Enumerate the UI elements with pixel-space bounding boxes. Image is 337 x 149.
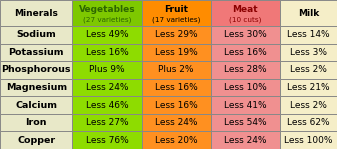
Text: (27 varieties): (27 varieties) <box>83 16 131 22</box>
Text: Less 16%: Less 16% <box>86 48 128 57</box>
Text: Less 16%: Less 16% <box>155 101 197 110</box>
Text: Less 27%: Less 27% <box>86 118 128 127</box>
Bar <box>0 114 72 131</box>
Bar <box>142 0 211 26</box>
Bar <box>0 79 72 96</box>
Text: Less 10%: Less 10% <box>224 83 267 92</box>
Text: Less 2%: Less 2% <box>290 101 327 110</box>
Text: Less 24%: Less 24% <box>224 136 267 145</box>
Bar <box>280 26 337 44</box>
Bar <box>0 61 72 79</box>
Text: Less 62%: Less 62% <box>287 118 330 127</box>
Text: Less 28%: Less 28% <box>224 65 267 74</box>
Text: Less 30%: Less 30% <box>224 30 267 39</box>
Bar <box>72 96 142 114</box>
Bar <box>142 26 211 44</box>
Text: Less 54%: Less 54% <box>224 118 267 127</box>
Text: Minerals: Minerals <box>14 8 58 18</box>
Text: Iron: Iron <box>26 118 47 127</box>
Bar <box>142 114 211 131</box>
Text: Less 46%: Less 46% <box>86 101 128 110</box>
Text: Less 2%: Less 2% <box>290 65 327 74</box>
Bar <box>280 0 337 26</box>
Text: Less 3%: Less 3% <box>290 48 327 57</box>
Text: Less 19%: Less 19% <box>155 48 197 57</box>
Text: Less 24%: Less 24% <box>86 83 128 92</box>
Bar <box>72 44 142 61</box>
Bar <box>280 114 337 131</box>
Text: Less 14%: Less 14% <box>287 30 330 39</box>
Text: Potassium: Potassium <box>8 48 64 57</box>
Bar <box>0 44 72 61</box>
Text: Vegetables: Vegetables <box>79 5 135 14</box>
Text: Less 29%: Less 29% <box>155 30 197 39</box>
Text: Milk: Milk <box>298 8 319 18</box>
Bar <box>211 79 280 96</box>
Text: Less 16%: Less 16% <box>155 83 197 92</box>
Text: Less 49%: Less 49% <box>86 30 128 39</box>
Text: Less 20%: Less 20% <box>155 136 197 145</box>
Bar <box>72 26 142 44</box>
Bar <box>72 0 142 26</box>
Text: (17 varieties): (17 varieties) <box>152 16 200 22</box>
Text: (10 cuts): (10 cuts) <box>229 16 262 22</box>
Bar <box>142 79 211 96</box>
Bar <box>142 96 211 114</box>
Bar <box>142 44 211 61</box>
Bar <box>0 131 72 149</box>
Bar <box>280 79 337 96</box>
Text: Calcium: Calcium <box>15 101 57 110</box>
Text: Fruit: Fruit <box>164 5 188 14</box>
Bar <box>280 96 337 114</box>
Bar <box>72 131 142 149</box>
Bar <box>211 61 280 79</box>
Bar <box>0 96 72 114</box>
Bar <box>280 131 337 149</box>
Bar <box>0 0 72 26</box>
Bar <box>211 44 280 61</box>
Text: Meat: Meat <box>232 5 258 14</box>
Text: Magnesium: Magnesium <box>6 83 67 92</box>
Bar <box>72 61 142 79</box>
Text: Less 24%: Less 24% <box>155 118 197 127</box>
Bar <box>72 114 142 131</box>
Bar <box>72 79 142 96</box>
Text: Less 76%: Less 76% <box>86 136 128 145</box>
Text: Plus 2%: Plus 2% <box>158 65 194 74</box>
Bar <box>211 114 280 131</box>
Bar <box>142 131 211 149</box>
Text: Sodium: Sodium <box>17 30 56 39</box>
Text: Less 16%: Less 16% <box>224 48 267 57</box>
Bar <box>0 26 72 44</box>
Bar <box>142 61 211 79</box>
Text: Less 41%: Less 41% <box>224 101 267 110</box>
Bar <box>211 26 280 44</box>
Text: Plus 9%: Plus 9% <box>89 65 125 74</box>
Text: Less 100%: Less 100% <box>284 136 333 145</box>
Text: Copper: Copper <box>17 136 55 145</box>
Text: Phosphorous: Phosphorous <box>1 65 71 74</box>
Bar <box>211 0 280 26</box>
Text: Less 21%: Less 21% <box>287 83 330 92</box>
Bar <box>280 61 337 79</box>
Bar <box>211 96 280 114</box>
Bar <box>280 44 337 61</box>
Bar <box>211 131 280 149</box>
